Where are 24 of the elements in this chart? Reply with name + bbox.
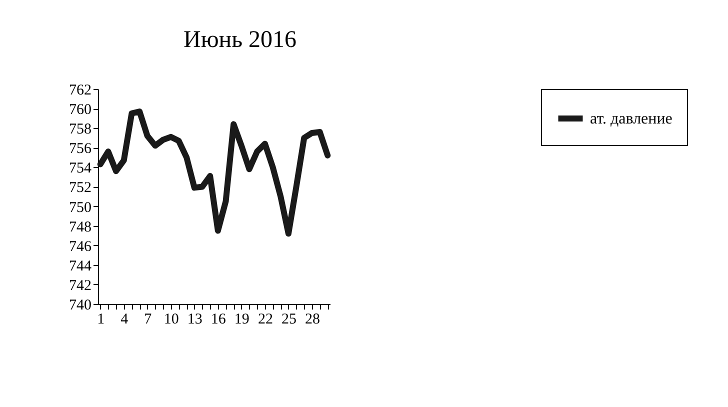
y-tick-label: 748 [69, 219, 92, 236]
y-tick-label: 762 [69, 82, 92, 98]
x-tick-label: 10 [164, 312, 179, 328]
x-tick-label: 28 [304, 312, 320, 328]
y-tick-label: 760 [69, 102, 92, 118]
x-tick-label: 13 [187, 312, 202, 328]
x-tick-label: 1 [97, 312, 105, 328]
x-tick-label: 19 [234, 312, 250, 328]
chart-title: Июнь 2016 [184, 27, 297, 53]
x-tick-label: 7 [144, 312, 152, 328]
y-tick-label: 742 [69, 278, 92, 294]
y-tick-label: 744 [69, 258, 92, 274]
y-tick-label: 746 [69, 238, 92, 255]
y-tick-label: 754 [69, 160, 92, 177]
y-tick-label: 750 [69, 200, 92, 216]
y-tick-label: 756 [69, 141, 92, 158]
x-tick-label: 4 [120, 312, 129, 328]
x-tick-label: 22 [258, 312, 273, 328]
y-tick-label: 740 [69, 298, 92, 314]
y-tick-label: 758 [69, 122, 92, 138]
legend-label: ат. давление [590, 110, 672, 128]
x-tick-label: 16 [210, 312, 226, 328]
x-tick-label: 25 [281, 312, 296, 328]
y-tick-label: 752 [69, 180, 92, 196]
